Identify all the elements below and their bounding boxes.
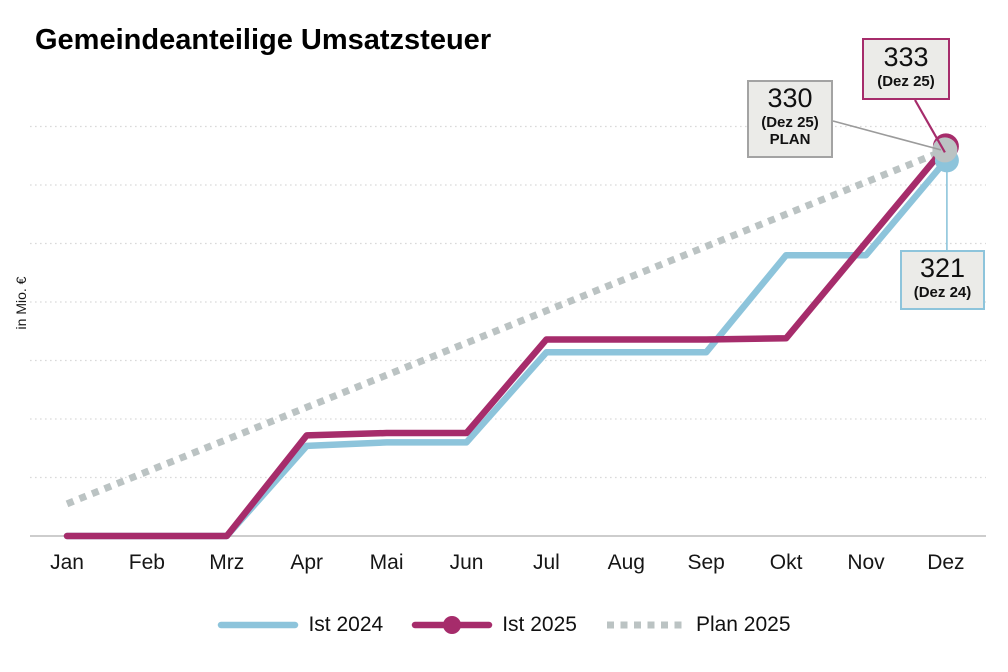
marker-plan-2025-dez <box>932 137 958 163</box>
chart-title: Gemeindeanteilige Umsatzsteuer <box>35 24 492 56</box>
annotation-plan-value: 330 <box>767 83 813 113</box>
connector-ist-2025 <box>914 99 946 153</box>
annotation-plan-period: (Dez 25) <box>761 113 819 131</box>
annotation-ist2025-dez25: 333 (Dez 25) <box>862 38 950 100</box>
legend-item-ist-2025[interactable]: Ist 2025 <box>411 613 577 637</box>
annotation-plan-tag: PLAN <box>769 131 811 149</box>
series-line-ist-2025 <box>63 143 950 540</box>
series-line-ist-2024 <box>63 157 950 540</box>
legend-swatch-ist-2024-icon <box>218 621 299 629</box>
x-axis-label-mai: Mai <box>369 551 404 574</box>
x-axis-label-jun: Jun <box>449 551 484 574</box>
series-line-plan-2025 <box>65 146 948 508</box>
x-axis-label-jan: Jan <box>50 551 84 574</box>
x-axis-label-feb: Feb <box>128 551 165 574</box>
x-axis-label-okt: Okt <box>769 551 803 574</box>
x-axis-label-nov: Nov <box>847 551 885 574</box>
annotation-ist2025-period: (Dez 25) <box>877 72 935 90</box>
annotation-plan-dez25: 330 (Dez 25) PLAN <box>747 80 833 158</box>
legend-label-ist-2024: Ist 2024 <box>308 613 384 636</box>
annotation-ist2024-period: (Dez 24) <box>913 283 972 301</box>
x-axis-label-apr: Apr <box>290 551 324 574</box>
annotation-ist2025-value: 333 <box>883 42 929 72</box>
x-axis-label-aug: Aug <box>607 551 645 574</box>
legend-item-plan-2025[interactable]: Plan 2025 <box>605 613 791 637</box>
legend-swatch-plan-2025-icon <box>606 621 685 629</box>
chart-legend: Ist 2024 Ist 2025 Plan 2025 <box>0 613 1008 637</box>
connector-plan <box>832 120 942 151</box>
annotation-ist2024-dez24: 321 (Dez 24) <box>900 250 985 310</box>
x-axis-label-mrz: Mrz <box>209 551 245 574</box>
x-axis-label-dez: Dez <box>927 551 965 574</box>
x-axis-label-jul: Jul <box>532 551 560 574</box>
legend-item-ist-2024[interactable]: Ist 2024 <box>217 613 383 637</box>
annotation-ist2024-value: 321 <box>919 253 966 283</box>
legend-label-plan-2025: Plan 2025 <box>695 613 791 636</box>
legend-label-ist-2025: Ist 2025 <box>502 613 577 636</box>
x-axis-label-sep: Sep <box>687 551 725 574</box>
legend-swatch-ist-2025-icon <box>411 616 493 634</box>
